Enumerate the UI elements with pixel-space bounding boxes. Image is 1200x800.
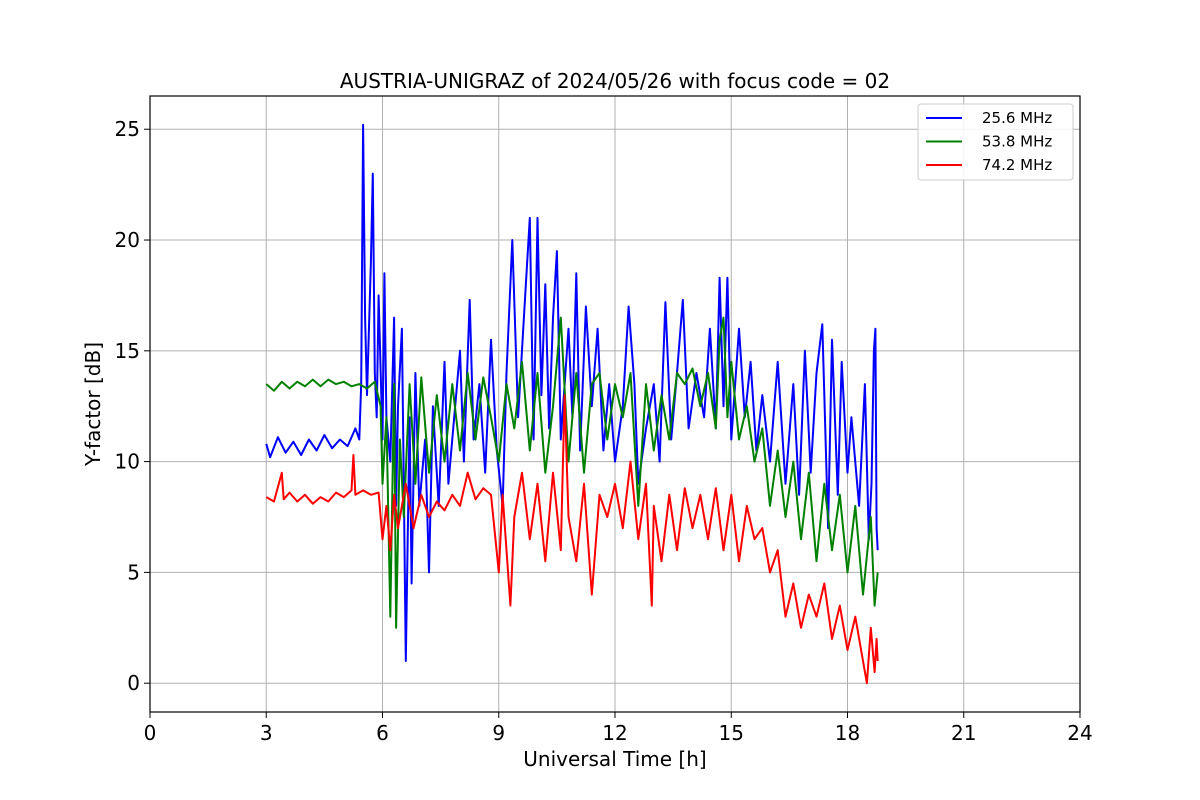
x-tick-label: 18 — [835, 721, 860, 745]
x-tick-label: 0 — [144, 721, 157, 745]
legend-label: 53.8 MHz — [982, 133, 1052, 151]
x-tick-label: 9 — [492, 721, 505, 745]
legend-label: 74.2 MHz — [982, 156, 1052, 174]
x-tick-label: 3 — [260, 721, 273, 745]
y-tick-label: 10 — [115, 450, 140, 474]
legend: 25.6 MHz 53.8 MHz 74.2 MHz — [917, 103, 1074, 181]
x-tick-label: 21 — [951, 721, 976, 745]
x-axis: 0 3 6 9 12 15 18 21 24 — [144, 712, 1093, 745]
x-axis-label: Universal Time [h] — [523, 747, 706, 771]
x-tick-label: 6 — [376, 721, 389, 745]
y-tick-label: 25 — [115, 117, 140, 141]
series-line-0 — [265, 123, 879, 662]
y-tick-label: 5 — [127, 560, 140, 584]
x-tick-label: 12 — [602, 721, 627, 745]
x-tick-label: 24 — [1067, 721, 1092, 745]
y-axis: 0 5 10 15 20 25 — [115, 117, 150, 695]
y-tick-label: 0 — [127, 671, 140, 695]
series-layer — [265, 123, 879, 685]
series-line-2 — [265, 394, 879, 685]
y-axis-label: Y-factor [dB] — [81, 342, 105, 467]
x-tick-label: 15 — [719, 721, 744, 745]
chart-title: AUSTRIA-UNIGRAZ of 2024/05/26 with focus… — [340, 69, 890, 93]
legend-label: 25.6 MHz — [982, 109, 1052, 127]
legend-box — [917, 103, 1074, 181]
y-tick-label: 20 — [115, 228, 140, 252]
series-line-1 — [265, 316, 879, 629]
y-tick-label: 15 — [115, 339, 140, 363]
